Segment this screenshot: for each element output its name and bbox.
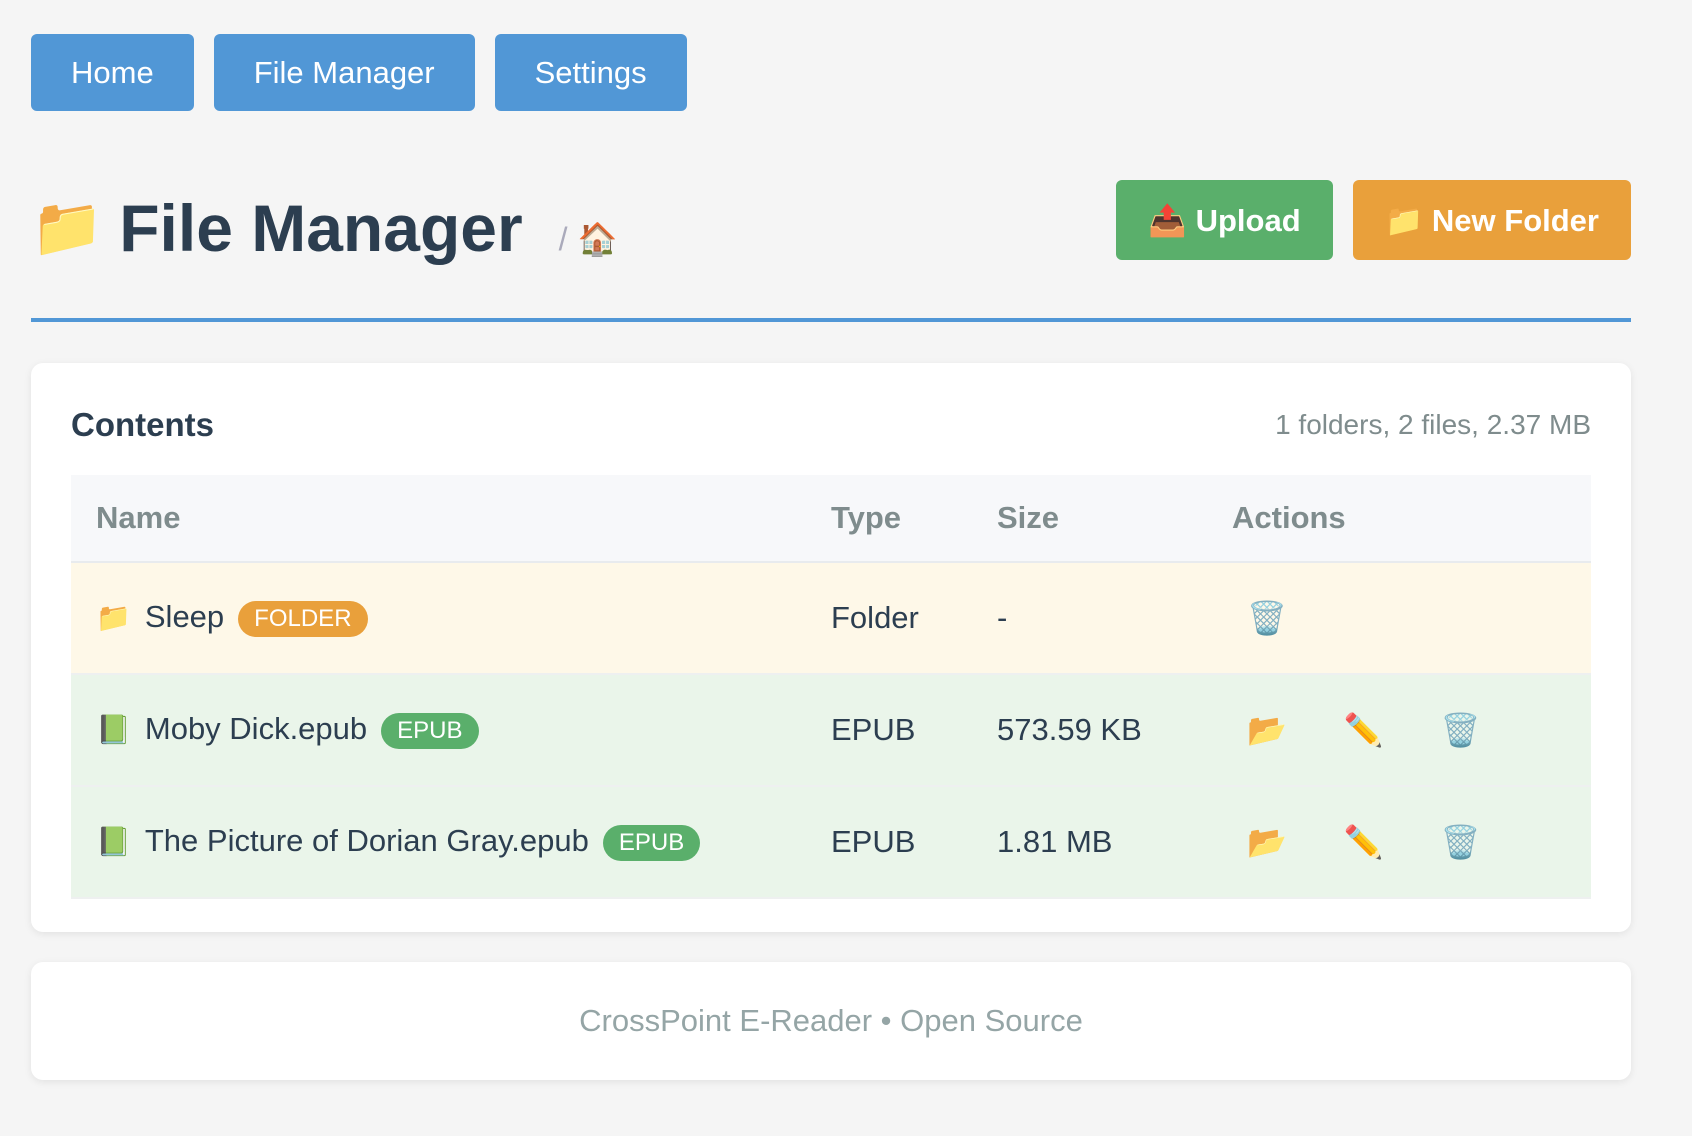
contents-title: Contents bbox=[71, 406, 214, 443]
contents-summary: 1 folders, 2 files, 2.37 MB bbox=[1275, 409, 1591, 440]
new-folder-label: New Folder bbox=[1431, 202, 1599, 238]
rename-pencil-icon[interactable]: ✏️ bbox=[1343, 824, 1384, 860]
nav-file-manager[interactable]: File Manager bbox=[213, 34, 475, 111]
column-name: Name bbox=[71, 475, 806, 563]
table-row[interactable]: 📗 Moby Dick.epub EPUB EPUB 573.59 KB 📂 ✏️ 🗑️ bbox=[71, 674, 1591, 787]
breadcrumb-separator: / bbox=[558, 220, 568, 257]
move-folder-icon[interactable]: 📂 bbox=[1247, 824, 1287, 860]
breadcrumb: / 🏠 bbox=[559, 220, 618, 258]
folder-icon: 📁 bbox=[1384, 202, 1424, 238]
upload-icon: 📤 bbox=[1148, 202, 1187, 238]
folder-icon: 📁 bbox=[31, 195, 104, 260]
move-folder-icon[interactable]: 📂 bbox=[1247, 712, 1287, 748]
home-icon[interactable]: 🏠 bbox=[577, 221, 618, 257]
row-type: EPUB bbox=[806, 674, 972, 787]
row-name[interactable]: Moby Dick.epub bbox=[144, 711, 368, 747]
footer-text: CrossPoint E-Reader • Open Source bbox=[579, 1003, 1083, 1038]
delete-icon[interactable]: 🗑️ bbox=[1440, 712, 1481, 748]
type-badge: EPUB bbox=[381, 712, 479, 749]
page-header: 📁 File Manager / 🏠 bbox=[31, 190, 617, 266]
contents-card: Contents 1 folders, 2 files, 2.37 MB Nam… bbox=[31, 363, 1631, 932]
header-divider bbox=[31, 318, 1631, 322]
column-size: Size bbox=[972, 475, 1207, 563]
footer: CrossPoint E-Reader • Open Source bbox=[31, 962, 1631, 1080]
folder-icon: 📁 bbox=[96, 602, 131, 634]
type-badge: FOLDER bbox=[238, 600, 368, 637]
row-name[interactable]: Sleep bbox=[144, 599, 225, 635]
book-icon: 📗 bbox=[96, 826, 131, 858]
row-name[interactable]: The Picture of Dorian Gray.epub bbox=[144, 823, 589, 859]
row-type: Folder bbox=[806, 562, 972, 675]
row-size: 573.59 KB bbox=[972, 674, 1207, 787]
upload-button[interactable]: 📤 Upload bbox=[1116, 180, 1333, 260]
upload-label: Upload bbox=[1195, 202, 1301, 238]
toolbar: 📤 Upload 📁 New Folder bbox=[1116, 180, 1631, 260]
file-table: Name Type Size Actions 📁 Sleep FOLDER Fold… bbox=[71, 475, 1591, 899]
column-type: Type bbox=[806, 475, 972, 563]
top-nav: Home File Manager Settings bbox=[31, 34, 687, 111]
row-size: 1.81 MB bbox=[972, 786, 1207, 899]
table-row[interactable]: 📁 Sleep FOLDER Folder - 🗑️ bbox=[71, 562, 1591, 675]
type-badge: EPUB bbox=[602, 824, 701, 861]
rename-pencil-icon[interactable]: ✏️ bbox=[1343, 712, 1384, 748]
nav-settings[interactable]: Settings bbox=[494, 34, 687, 111]
nav-home[interactable]: Home bbox=[31, 34, 194, 111]
row-size: - bbox=[972, 562, 1207, 675]
book-icon: 📗 bbox=[96, 714, 131, 746]
page-title: File Manager bbox=[119, 191, 523, 265]
row-type: EPUB bbox=[806, 786, 972, 899]
delete-icon[interactable]: 🗑️ bbox=[1440, 824, 1481, 860]
column-actions: Actions bbox=[1207, 475, 1591, 563]
new-folder-button[interactable]: 📁 New Folder bbox=[1352, 180, 1631, 260]
table-row[interactable]: 📗 The Picture of Dorian Gray.epub EPUB EPU… bbox=[71, 786, 1591, 899]
delete-icon[interactable]: 🗑️ bbox=[1247, 600, 1287, 636]
